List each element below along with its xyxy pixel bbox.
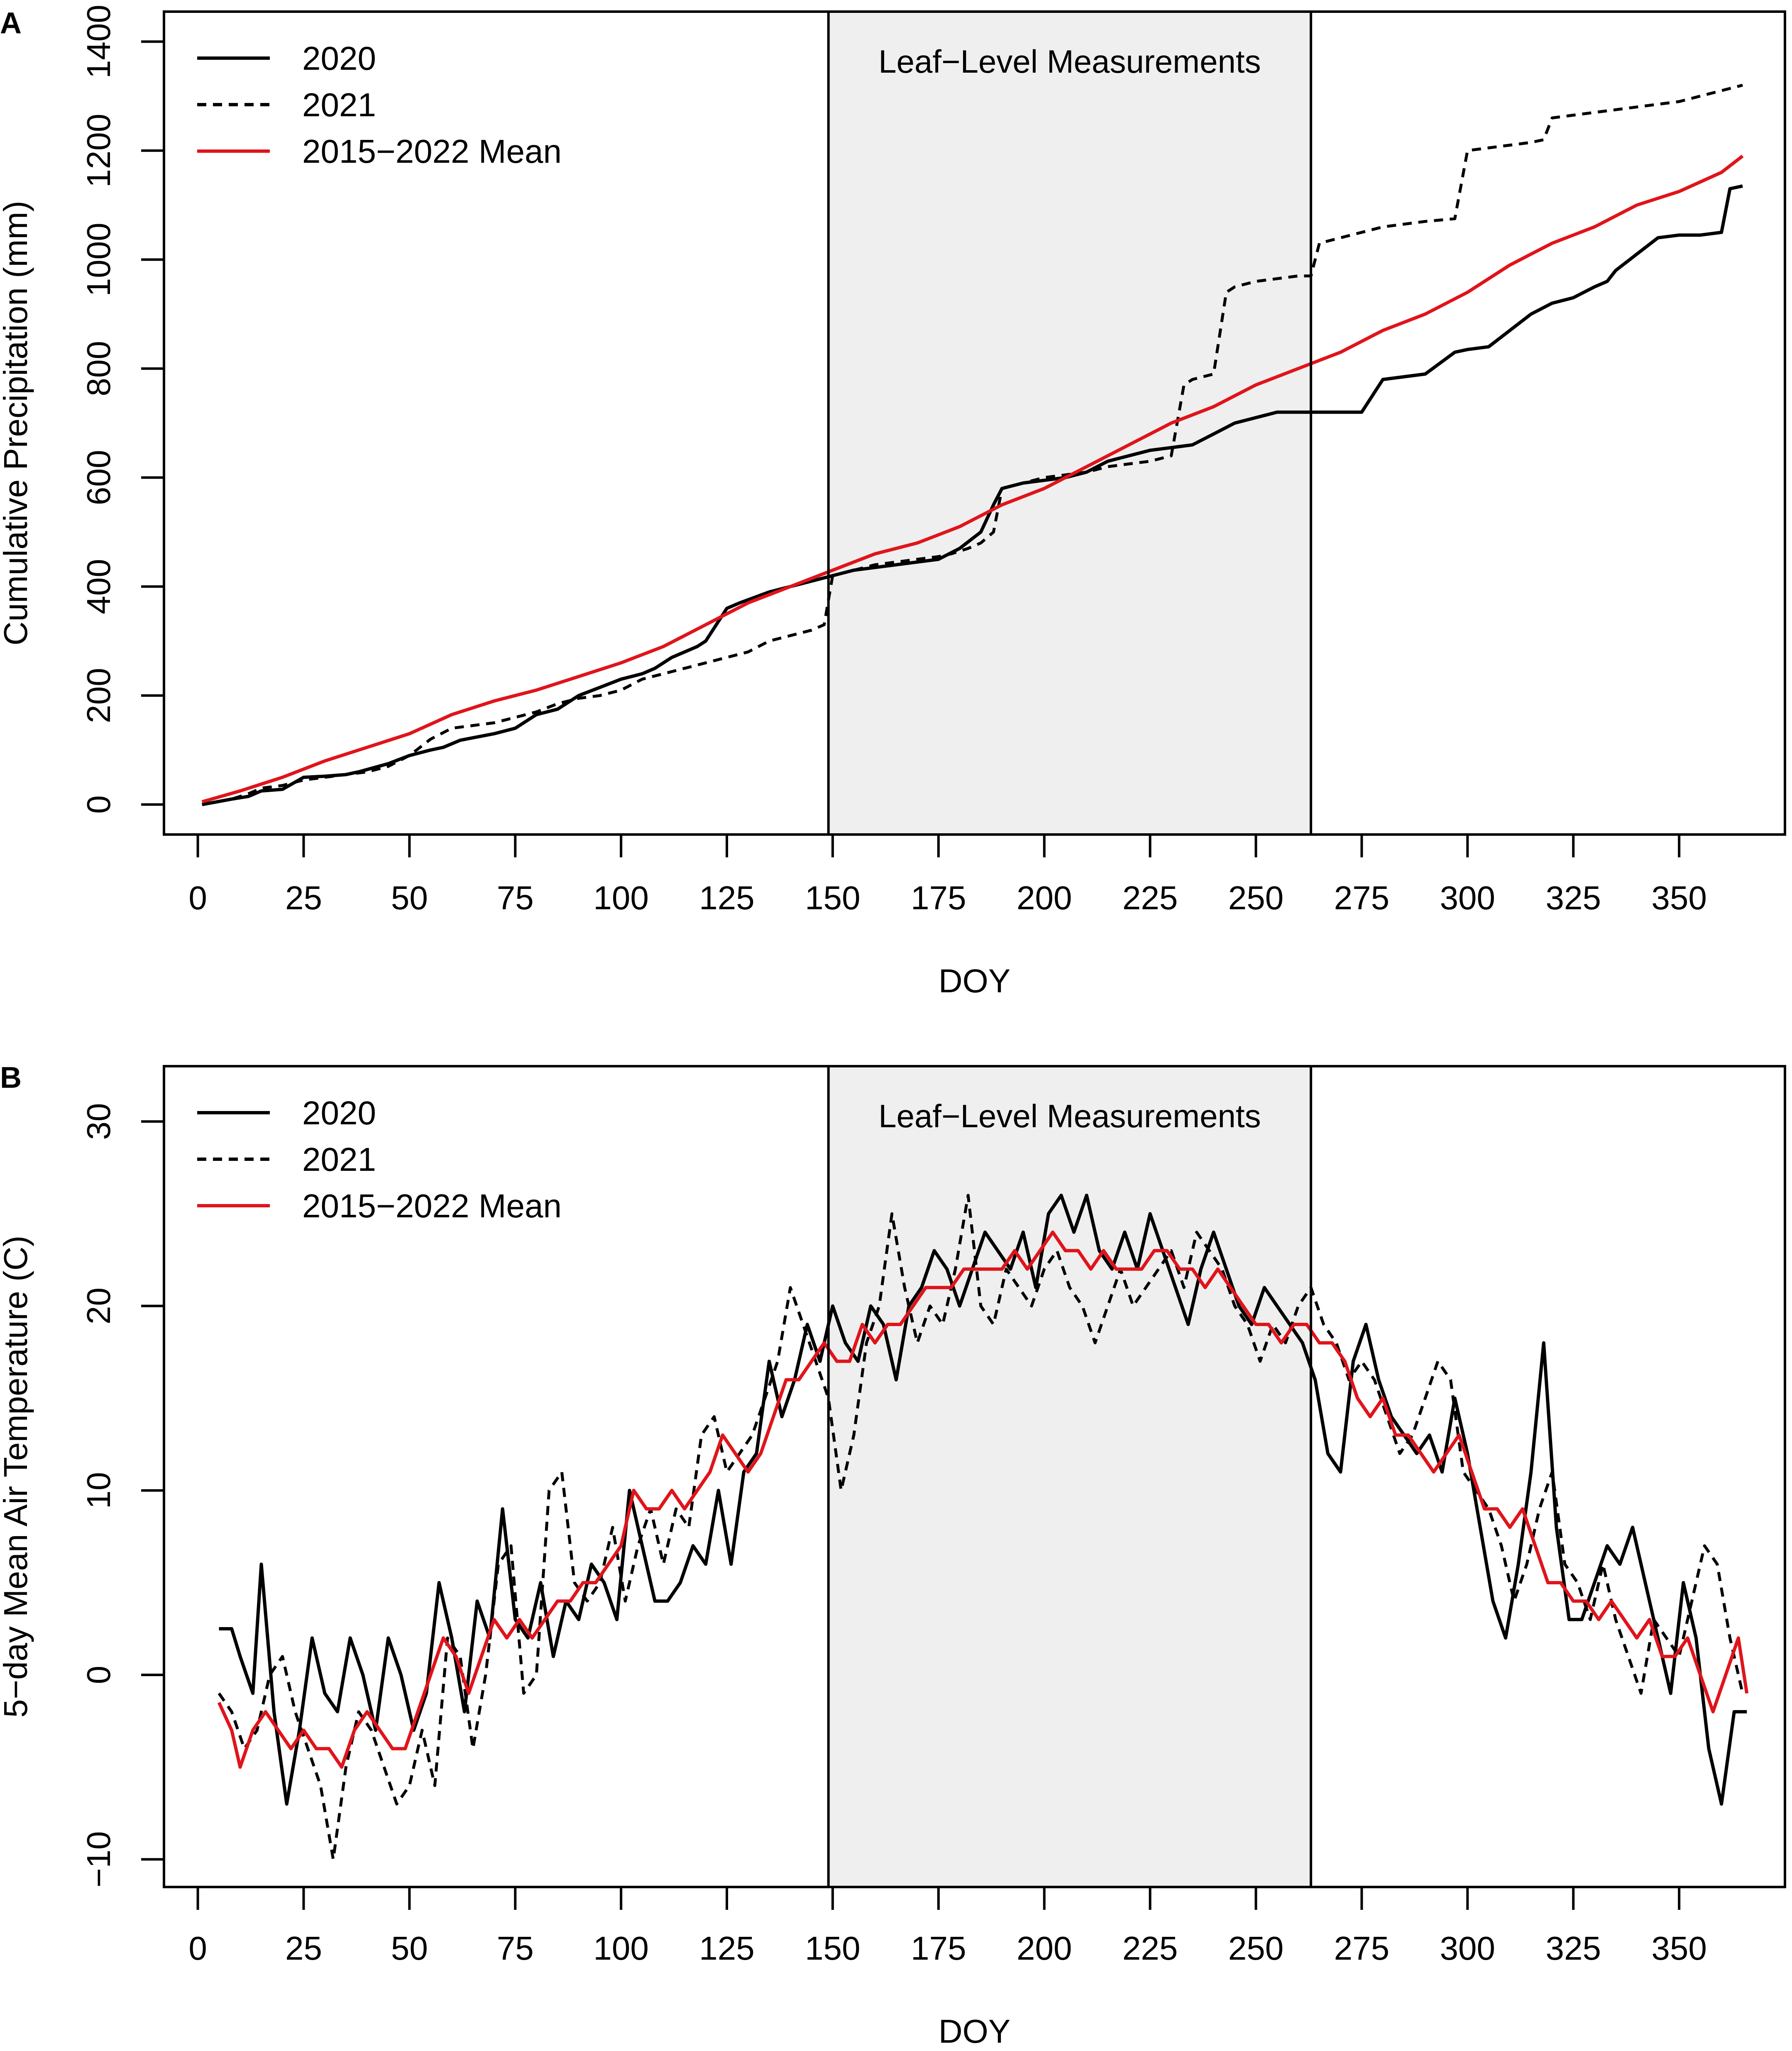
y-axis-label: Cumulative Precipitation (mm) [0, 201, 34, 645]
y-tick-label: 200 [80, 668, 117, 723]
y-axis-label: 5−day Mean Air Temperature (C) [0, 1236, 34, 1718]
x-tick-label: 25 [285, 879, 322, 916]
panel-b: B Leaf−Level Measurements 0 25 50 75 100 125 1… [0, 1061, 1786, 2050]
legend-entry-2020: 2020 [302, 40, 376, 77]
series-layer [201, 83, 1744, 806]
x-axis: 0 25 50 75 100 125 150 175 200 225 250 275 300 325 350 [188, 833, 1707, 916]
x-tick-label: 0 [188, 879, 207, 916]
x-tick-label: 50 [391, 1930, 428, 1967]
x-tick-label: 300 [1440, 879, 1495, 916]
x-tick-label: 125 [699, 879, 754, 916]
y-tick-label: 0 [80, 795, 117, 814]
x-tick-label: 275 [1334, 879, 1389, 916]
x-tick-label: 350 [1651, 1930, 1706, 1967]
x-tick-label: 250 [1228, 1930, 1283, 1967]
x-tick-label: 25 [285, 1930, 322, 1967]
legend: 2020 2021 2015−2022 Mean [197, 1094, 562, 1224]
x-axis: 0 25 50 75 100 125 150 175 200 225 250 275 300 325 350 [188, 1886, 1707, 1967]
shaded-region-label: Leaf−Level Measurements [878, 1098, 1261, 1134]
x-tick-label: 225 [1122, 879, 1178, 916]
legend: 2020 2021 2015−2022 Mean [197, 40, 562, 170]
y-tick-label: 1400 [80, 5, 117, 78]
y-tick-label: 20 [80, 1287, 117, 1324]
x-tick-label: 200 [1017, 1930, 1072, 1967]
legend-entry-mean: 2015−2022 Mean [302, 133, 562, 170]
series-line-2 [217, 1230, 1749, 1769]
x-tick-label: 75 [497, 1930, 534, 1967]
shaded-measurement-region [828, 1066, 1311, 1887]
y-axis: 0 200 400 600 800 1000 1200 1400 [80, 5, 165, 814]
y-tick-label: 400 [80, 559, 117, 614]
y-tick-label: 0 [80, 1666, 117, 1684]
y-tick-label: −10 [80, 1831, 117, 1888]
x-tick-label: 200 [1017, 879, 1072, 916]
x-tick-label: 175 [911, 1930, 966, 1967]
y-axis: −10 0 10 20 30 [80, 1103, 165, 1888]
x-tick-label: 50 [391, 879, 428, 916]
y-tick-label: 1200 [80, 114, 117, 188]
series-line-2 [201, 154, 1744, 804]
y-tick-label: 600 [80, 450, 117, 505]
x-axis-label: DOY [939, 2013, 1010, 2050]
x-tick-label: 75 [497, 879, 534, 916]
x-tick-label: 150 [805, 1930, 860, 1967]
x-tick-label: 0 [188, 1930, 207, 1967]
x-tick-label: 300 [1440, 1930, 1495, 1967]
x-tick-label: 225 [1122, 1930, 1178, 1967]
x-tick-label: 275 [1334, 1930, 1389, 1967]
legend-entry-2021: 2021 [302, 1141, 376, 1178]
panel-label-a: A [0, 7, 22, 40]
y-tick-label: 10 [80, 1472, 117, 1509]
x-tick-label: 350 [1651, 879, 1706, 916]
y-tick-label: 800 [80, 341, 117, 396]
x-tick-label: 100 [593, 879, 648, 916]
shaded-measurement-region [828, 12, 1311, 835]
x-tick-label: 250 [1228, 879, 1283, 916]
x-axis-label: DOY [939, 962, 1010, 999]
x-tick-label: 125 [699, 1930, 754, 1967]
x-tick-label: 150 [805, 879, 860, 916]
panel-a: A Leaf−Level Measurements 0 25 50 75 100 125 1… [0, 5, 1786, 999]
x-tick-label: 100 [593, 1930, 648, 1967]
y-tick-label: 30 [80, 1103, 117, 1140]
x-tick-label: 325 [1545, 1930, 1601, 1967]
series-line-1 [218, 1194, 1744, 1861]
x-tick-label: 325 [1545, 879, 1601, 916]
series-layer [217, 1194, 1749, 1861]
series-line-0 [202, 184, 1743, 806]
x-tick-label: 175 [911, 879, 966, 916]
series-line-1 [202, 83, 1743, 806]
y-tick-label: 1000 [80, 223, 117, 296]
legend-entry-2021: 2021 [302, 86, 376, 123]
legend-entry-2020: 2020 [302, 1094, 376, 1131]
legend-entry-mean: 2015−2022 Mean [302, 1187, 562, 1224]
shaded-region-label: Leaf−Level Measurements [878, 43, 1261, 80]
panel-label-b: B [0, 1061, 22, 1094]
